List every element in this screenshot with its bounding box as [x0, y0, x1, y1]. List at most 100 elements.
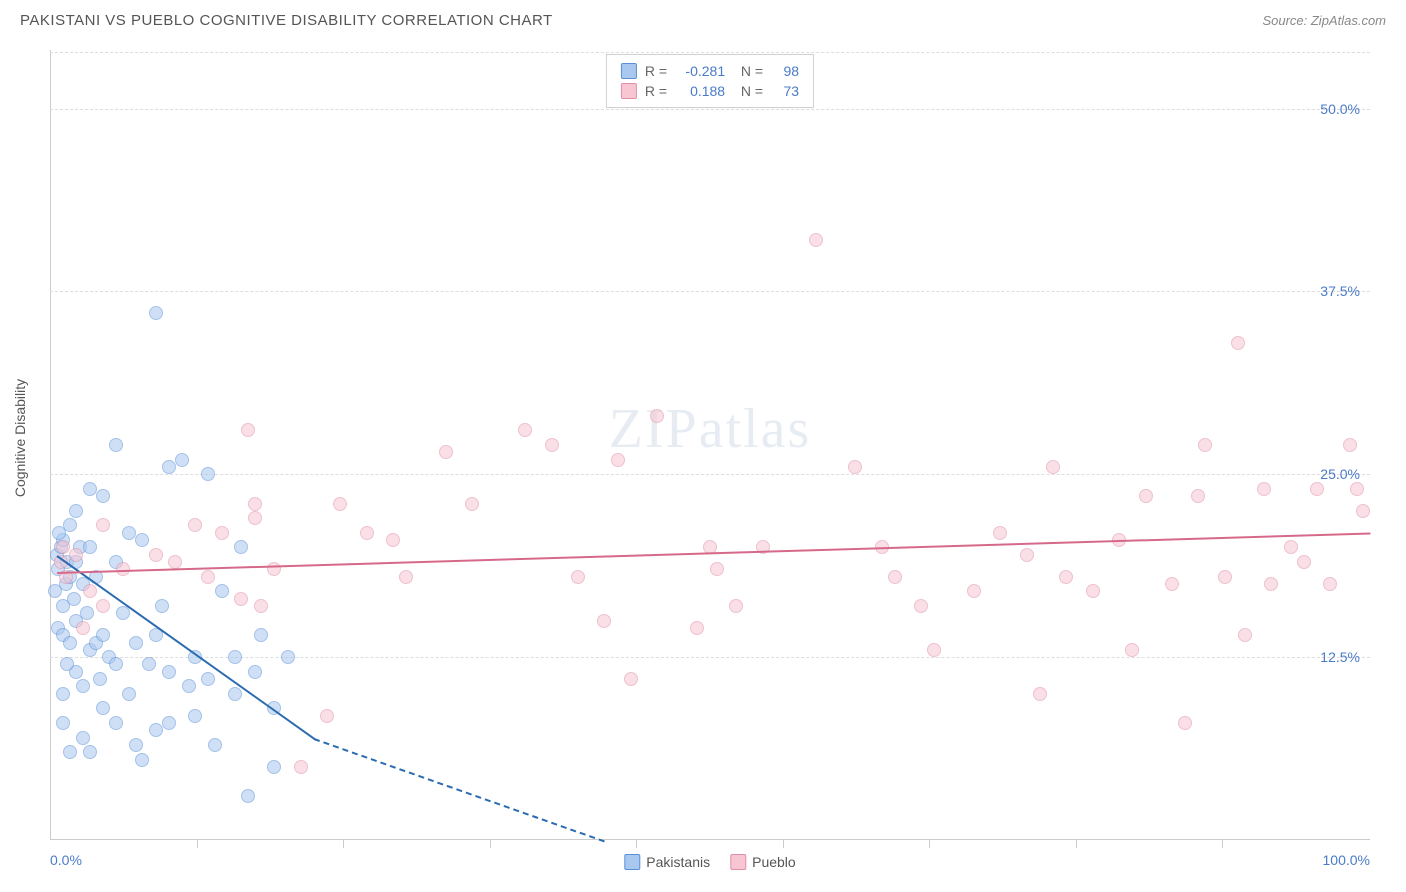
scatter-point [1020, 548, 1034, 562]
legend-item: Pueblo [730, 854, 796, 870]
scatter-point [848, 460, 862, 474]
scatter-point [83, 745, 97, 759]
scatter-point [76, 621, 90, 635]
scatter-point [914, 599, 928, 613]
scatter-point [76, 679, 90, 693]
scatter-point [729, 599, 743, 613]
plot-area: ZIPatlas 12.5%25.0%37.5%50.0%0.0%100.0%R… [50, 50, 1370, 840]
legend-r-value: -0.281 [675, 63, 725, 79]
scatter-point [76, 731, 90, 745]
legend-n-label: N = [733, 83, 763, 99]
scatter-point [294, 760, 308, 774]
scatter-point [1139, 489, 1153, 503]
scatter-point [142, 657, 156, 671]
series-legend: Pakistanis Pueblo [624, 854, 795, 870]
scatter-point [1198, 438, 1212, 452]
scatter-point [116, 606, 130, 620]
scatter-point [188, 518, 202, 532]
scatter-point [1323, 577, 1337, 591]
legend-item: Pakistanis [624, 854, 710, 870]
scatter-point [201, 672, 215, 686]
scatter-point [122, 687, 136, 701]
x-tick [783, 840, 784, 848]
y-tick-label: 25.0% [1320, 466, 1360, 482]
scatter-point [993, 526, 1007, 540]
legend-row: R =-0.281 N =98 [621, 61, 799, 81]
scatter-point [1343, 438, 1357, 452]
scatter-point [109, 716, 123, 730]
scatter-point [1231, 336, 1245, 350]
scatter-point [109, 438, 123, 452]
scatter-point [241, 423, 255, 437]
scatter-point [927, 643, 941, 657]
scatter-point [1125, 643, 1139, 657]
legend-label: Pueblo [752, 854, 796, 870]
legend-label: Pakistanis [646, 854, 710, 870]
scatter-point [175, 453, 189, 467]
y-tick-label: 12.5% [1320, 649, 1360, 665]
scatter-point [611, 453, 625, 467]
legend-swatch [730, 854, 746, 870]
scatter-point [1310, 482, 1324, 496]
scatter-point [96, 518, 110, 532]
gridline [50, 52, 1370, 53]
scatter-point [149, 723, 163, 737]
scatter-point [571, 570, 585, 584]
scatter-point [135, 753, 149, 767]
scatter-point [650, 409, 664, 423]
scatter-point [168, 555, 182, 569]
scatter-point [201, 570, 215, 584]
scatter-point [1264, 577, 1278, 591]
scatter-point [149, 548, 163, 562]
y-axis-label: Cognitive Disability [12, 379, 28, 497]
scatter-point [597, 614, 611, 628]
gridline [50, 291, 1370, 292]
scatter-point [1191, 489, 1205, 503]
scatter-point [208, 738, 222, 752]
legend-n-value: 73 [771, 83, 799, 99]
legend-n-label: N = [733, 63, 763, 79]
scatter-point [149, 306, 163, 320]
scatter-point [624, 672, 638, 686]
scatter-point [96, 628, 110, 642]
scatter-point [63, 518, 77, 532]
legend-r-label: R = [645, 83, 667, 99]
scatter-point [182, 679, 196, 693]
legend-r-value: 0.188 [675, 83, 725, 99]
scatter-point [241, 789, 255, 803]
scatter-point [93, 672, 107, 686]
scatter-point [162, 665, 176, 679]
scatter-point [967, 584, 981, 598]
scatter-point [67, 592, 81, 606]
x-tick [929, 840, 930, 848]
scatter-point [96, 599, 110, 613]
correlation-legend: R =-0.281 N =98R =0.188 N =73 [606, 54, 814, 108]
scatter-point [63, 745, 77, 759]
scatter-point [333, 497, 347, 511]
scatter-point [69, 548, 83, 562]
scatter-point [228, 650, 242, 664]
y-tick-label: 37.5% [1320, 283, 1360, 299]
scatter-point [888, 570, 902, 584]
x-tick [197, 840, 198, 848]
scatter-point [188, 709, 202, 723]
scatter-point [56, 540, 70, 554]
scatter-point [48, 584, 62, 598]
scatter-point [518, 423, 532, 437]
scatter-point [215, 584, 229, 598]
x-tick-label: 100.0% [1323, 852, 1370, 868]
x-tick [343, 840, 344, 848]
x-axis-line [50, 839, 1370, 840]
source-attribution: Source: ZipAtlas.com [1262, 13, 1386, 28]
scatter-point [1046, 460, 1060, 474]
scatter-point [228, 687, 242, 701]
scatter-point [386, 533, 400, 547]
legend-row: R = 0.188 N = 73 [621, 81, 799, 101]
scatter-point [248, 511, 262, 525]
legend-r-label: R = [645, 63, 667, 79]
scatter-point [234, 592, 248, 606]
scatter-point [248, 497, 262, 511]
chart-title: PAKISTANI VS PUEBLO COGNITIVE DISABILITY… [20, 12, 553, 29]
scatter-point [1238, 628, 1252, 642]
scatter-point [1218, 570, 1232, 584]
